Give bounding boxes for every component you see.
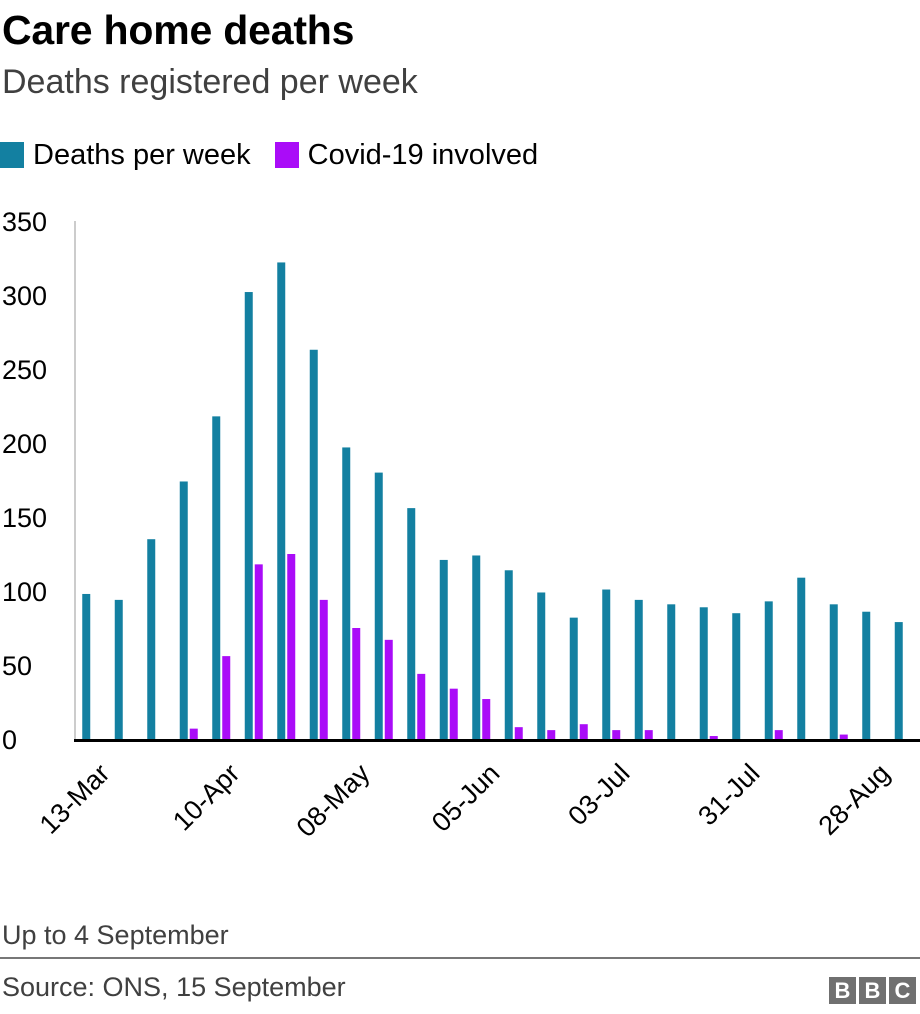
bar-covid-involved [189,728,198,739]
bar-covid-involved [774,730,783,739]
bar-covid-involved [384,639,393,739]
bar-deaths-per-week [114,599,123,739]
bar-covid-involved [579,724,588,739]
bbc-logo-letter: B [829,977,856,1004]
bar-covid-involved [709,736,718,739]
bar-covid-involved [352,628,361,739]
y-tick-label: 350 [2,207,47,237]
bar-covid-involved [514,727,523,739]
bar-covid-involved [319,599,328,739]
bar-deaths-per-week [407,508,416,739]
legend-item-deaths: Deaths per week [0,137,251,173]
bar-deaths-per-week [82,593,91,739]
bar-covid-involved [839,734,848,739]
chart-subtitle: Deaths registered per week [2,63,418,101]
bar-covid-involved [482,699,491,739]
bar-deaths-per-week [894,622,903,739]
source-text: Source: ONS, 15 September [2,972,346,1002]
bbc-logo: B B C [829,977,916,1004]
bar-deaths-per-week [439,559,448,739]
legend: Deaths per week Covid-19 involved [0,137,562,173]
bar-deaths-per-week [309,349,318,739]
x-axis: 13-Mar 10-Apr 08-May 05-Jun 03-Jul 31-Jul 28-A… [34,739,920,843]
bar-covid-involved [547,730,556,739]
x-tick-label: 08-May [291,758,376,843]
bar-covid-involved [449,688,458,739]
y-tick-label: 300 [2,281,47,311]
bar-covid-involved [644,730,653,739]
bar-deaths-per-week [212,416,221,739]
bar-deaths-per-week [569,617,578,739]
legend-swatch-covid [274,142,299,168]
x-tick-label: 05-Jun [426,758,506,838]
bar-covid-involved [612,730,621,739]
bar-covid-involved [254,564,263,739]
bar-chart: 0 50 100 150 200 250 300 350 13-Mar 10-Apr 08-May… [2,207,920,843]
y-tick-label: 0 [2,725,17,755]
bar-deaths-per-week [537,592,546,739]
footnote: Up to 4 September [2,920,229,950]
y-axis: 0 50 100 150 200 250 300 350 [2,207,76,755]
bbc-logo-letter: C [889,977,916,1004]
bar-covid-involved [222,656,231,739]
legend-label-covid: Covid-19 involved [307,139,539,171]
x-tick-label: 13-Mar [34,758,116,840]
bar-deaths-per-week [732,613,741,739]
bars [82,262,903,739]
bar-deaths-per-week [764,601,773,739]
x-tick-label: 03-Jul [562,758,635,831]
y-tick-label: 250 [2,355,47,385]
legend-item-covid: Covid-19 involved [274,137,539,173]
bar-covid-involved [417,673,426,739]
bar-covid-involved [287,554,296,739]
y-tick-label: 200 [2,429,47,459]
y-tick-label: 100 [2,577,47,607]
bar-deaths-per-week [829,604,838,739]
bbc-logo-letter: B [859,977,886,1004]
legend-label-deaths: Deaths per week [33,139,251,171]
y-tick-label: 150 [2,503,47,533]
bar-deaths-per-week [244,292,253,739]
bar-deaths-per-week [342,447,351,739]
bar-deaths-per-week [147,539,156,739]
x-tick-label: 28-Aug [813,758,896,841]
bar-deaths-per-week [797,577,806,739]
bar-deaths-per-week [374,472,383,739]
bar-deaths-per-week [634,599,643,739]
bar-deaths-per-week [179,481,188,739]
bar-deaths-per-week [862,611,871,739]
bar-deaths-per-week [504,570,513,739]
x-tick-label: 31-Jul [692,758,765,831]
footer-divider [0,957,920,959]
legend-swatch-deaths [0,142,24,168]
y-tick-label: 50 [2,651,32,681]
bar-deaths-per-week [667,604,676,739]
bar-deaths-per-week [277,262,286,739]
x-tick-label: 10-Apr [167,758,246,837]
bar-deaths-per-week [602,589,611,739]
chart-title: Care home deaths [2,7,355,53]
bar-deaths-per-week [472,555,481,739]
bar-deaths-per-week [699,607,708,739]
